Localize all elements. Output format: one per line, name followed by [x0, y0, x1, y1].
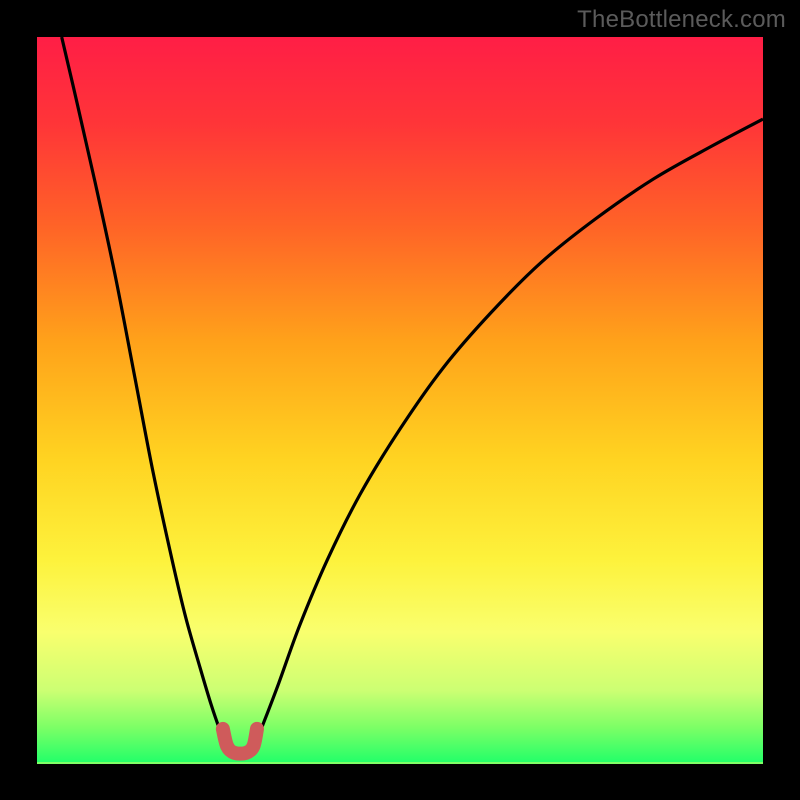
chart-stage: TheBottleneck.com — [0, 0, 800, 800]
bottleneck-chart-svg — [0, 0, 800, 800]
watermark-text: TheBottleneck.com — [577, 6, 786, 34]
chart-background — [37, 37, 763, 763]
